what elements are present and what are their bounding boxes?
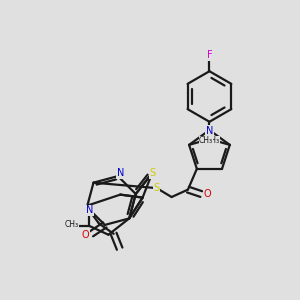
Text: CH₃: CH₃ <box>64 220 78 229</box>
Text: F: F <box>207 50 212 61</box>
Text: N: N <box>117 168 124 178</box>
Text: N: N <box>85 205 93 215</box>
Text: N: N <box>206 126 213 136</box>
Text: S: S <box>154 183 160 193</box>
Text: S: S <box>149 168 155 178</box>
Text: CH₃: CH₃ <box>206 136 220 145</box>
Text: O: O <box>203 189 211 199</box>
Text: CH₃: CH₃ <box>199 136 213 145</box>
Text: O: O <box>82 230 89 240</box>
